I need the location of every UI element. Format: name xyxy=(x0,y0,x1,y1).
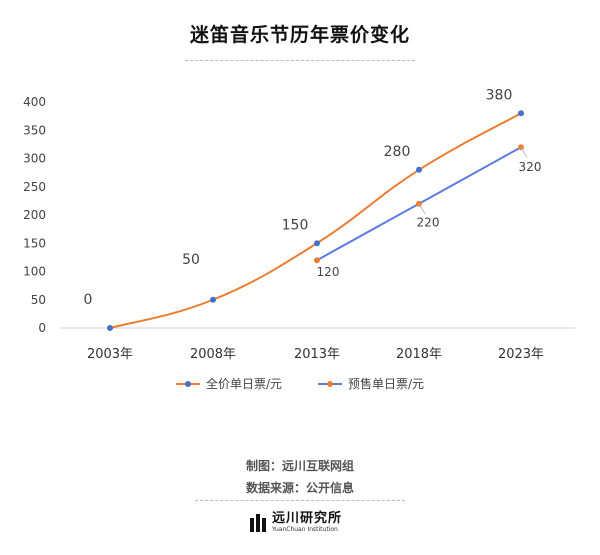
producer-credit: 制图：远川互联网组 xyxy=(245,459,354,473)
logo-icon xyxy=(250,513,266,532)
footer-divider xyxy=(195,500,405,501)
legend-item-full-price: 全价单日票/元 xyxy=(175,375,282,392)
data-label: 0 xyxy=(84,292,93,308)
legend-item-presale: 预售单日票/元 xyxy=(318,375,424,392)
data-label: 120 xyxy=(317,265,340,279)
y-tick-label: 200 xyxy=(23,208,46,222)
data-label: 380 xyxy=(486,87,513,103)
data-label: 320 xyxy=(519,160,542,174)
data-source: 数据来源：公开信息 xyxy=(245,481,354,495)
data-label: 280 xyxy=(384,144,411,160)
y-tick-label: 250 xyxy=(23,180,46,194)
brand-logo: 远川研究所 YuanChuan Institution xyxy=(250,512,342,533)
title-divider xyxy=(185,60,415,61)
y-tick-label: 100 xyxy=(23,265,46,279)
series-line-0 xyxy=(109,112,522,329)
data-point xyxy=(107,325,113,331)
x-tick-label: 2013年 xyxy=(294,347,340,362)
y-tick-label: 150 xyxy=(23,236,46,250)
line-chart: 0 50 100 150 200 250 300 350 400 2003年 2008年 2013年 2… xyxy=(23,87,575,362)
y-tick-label: 0 xyxy=(38,321,46,335)
x-tick-label: 2023年 xyxy=(498,347,544,362)
y-tick-label: 50 xyxy=(31,293,46,307)
data-label-leader xyxy=(418,203,426,214)
data-point xyxy=(416,166,422,173)
y-tick-label: 400 xyxy=(23,95,46,109)
legend-swatch-full-price xyxy=(175,380,200,387)
logo-subtitle: YuanChuan Institution xyxy=(272,526,338,533)
x-tick-label: 2003年 xyxy=(87,347,133,362)
data-label: 150 xyxy=(282,217,309,233)
chart-legend: 全价单日票/元 预售单日票/元 xyxy=(0,375,600,392)
chart-title: 迷笛音乐节历年票价变化 xyxy=(189,24,410,46)
data-label: 220 xyxy=(417,216,440,230)
x-tick-label: 2008年 xyxy=(190,347,236,362)
legend-label-presale: 预售单日票/元 xyxy=(348,377,425,391)
data-point xyxy=(518,110,524,117)
x-tick-label: 2018年 xyxy=(396,347,442,362)
logo-name: 远川研究所 xyxy=(272,511,343,526)
y-tick-label: 300 xyxy=(23,152,46,166)
data-label: 50 xyxy=(182,252,200,268)
legend-label-full-price: 全价单日票/元 xyxy=(205,377,282,391)
legend-swatch-presale xyxy=(318,380,342,387)
data-label-leader xyxy=(520,146,528,158)
data-point xyxy=(210,296,216,303)
data-point xyxy=(314,257,320,264)
y-tick-label: 350 xyxy=(23,123,46,137)
data-point xyxy=(314,240,320,247)
